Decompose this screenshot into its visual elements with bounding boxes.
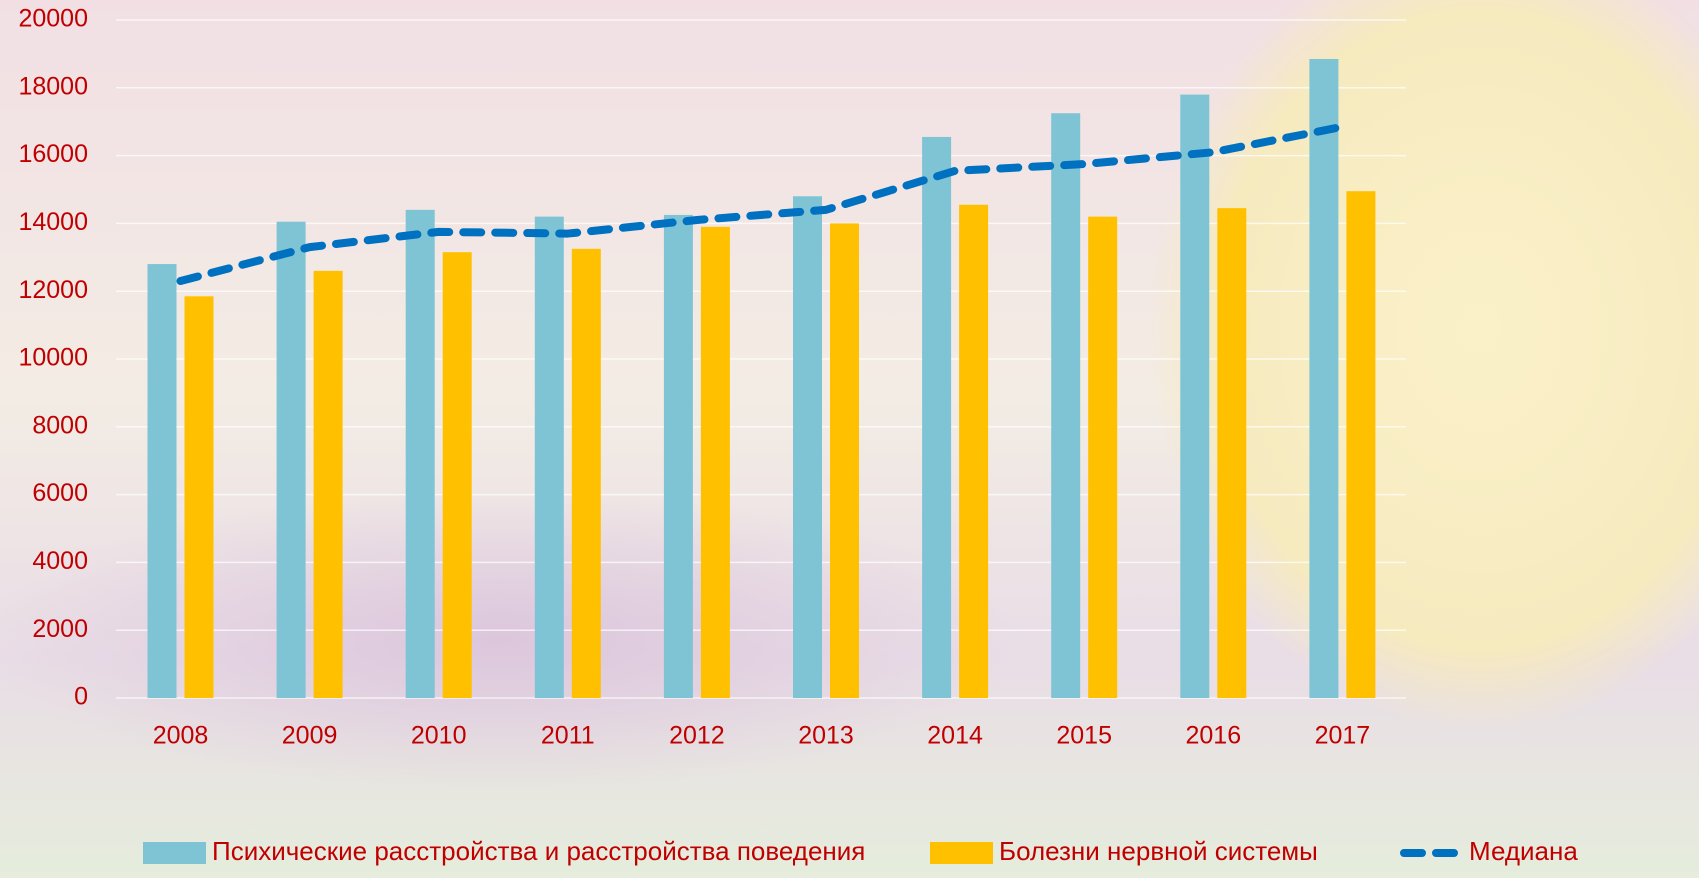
x-tick-label: 2012 [669, 722, 725, 750]
bar [314, 271, 343, 698]
y-tick-label: 12000 [18, 276, 88, 304]
y-tick-label: 14000 [18, 208, 88, 236]
bar [535, 217, 564, 698]
page: {"chart_data": { "type": "bar", "categor… [0, 0, 1699, 878]
x-tick-label: 2010 [411, 722, 467, 750]
y-tick-label: 0 [74, 683, 88, 711]
bar [185, 296, 214, 698]
legend-swatch [930, 842, 993, 864]
chart: 0 2000 4000 6000 8000 10000 12000 14000 16000 180… [0, 0, 1699, 878]
y-tick-label: 18000 [18, 72, 88, 100]
y-tick-label: 20000 [18, 5, 88, 33]
bar [1309, 59, 1338, 698]
bar [406, 210, 435, 698]
y-tick-label: 4000 [32, 547, 88, 575]
bar [664, 215, 693, 698]
bar [1346, 191, 1375, 698]
bar [1217, 208, 1246, 698]
bar [572, 249, 601, 698]
x-tick-label: 2011 [541, 722, 595, 750]
legend-label: Медиана [1469, 836, 1578, 866]
y-tick-label: 8000 [32, 411, 88, 439]
bar [1180, 95, 1209, 698]
x-tick-label: 2015 [1056, 722, 1112, 750]
bar [1051, 113, 1080, 698]
bar [701, 227, 730, 698]
bar [793, 196, 822, 698]
bar [443, 252, 472, 698]
y-tick-label: 6000 [32, 479, 88, 507]
y-tick-label: 16000 [18, 140, 88, 168]
x-tick-label: 2014 [927, 722, 983, 750]
bar [830, 223, 859, 698]
legend-label: Болезни нервной системы [999, 836, 1318, 866]
x-tick-label: 2008 [153, 722, 209, 750]
legend-swatch [143, 842, 206, 864]
bar [959, 205, 988, 698]
bar [1088, 217, 1117, 698]
x-tick-label: 2017 [1315, 722, 1371, 750]
bar [277, 222, 306, 698]
bar [148, 264, 177, 698]
y-tick-label: 10000 [18, 344, 88, 372]
legend-label: Психические расстройства и расстройства … [212, 836, 865, 866]
y-tick-label: 2000 [32, 615, 88, 643]
x-tick-label: 2009 [282, 722, 338, 750]
x-tick-label: 2016 [1185, 722, 1241, 750]
bar [922, 137, 951, 698]
x-tick-label: 2013 [798, 722, 854, 750]
